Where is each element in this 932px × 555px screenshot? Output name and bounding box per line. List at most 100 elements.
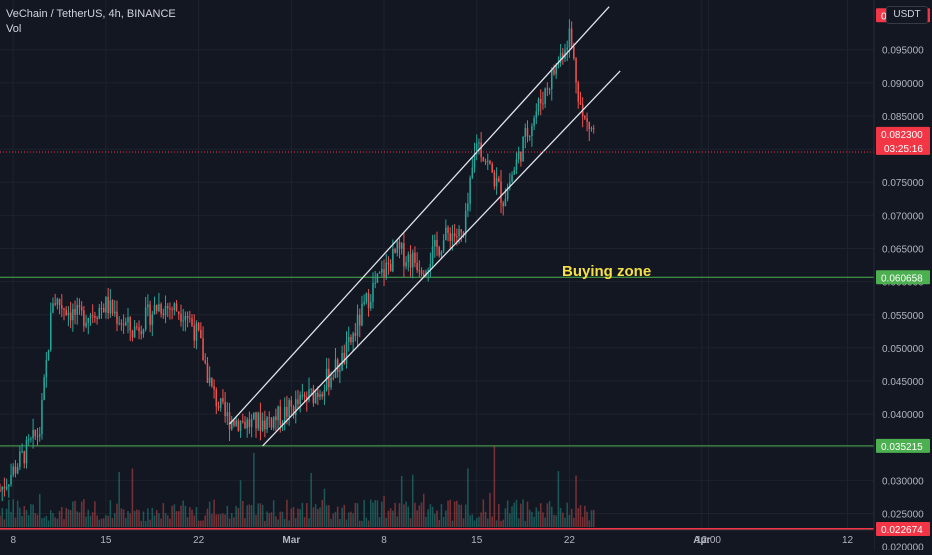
volume-bar (283, 518, 286, 527)
candle (456, 236, 458, 238)
volume-bar (458, 504, 460, 527)
trend-channel[interactable] (229, 6, 621, 447)
candle (493, 172, 496, 187)
volume-bar (186, 517, 189, 527)
volume-bar (312, 507, 315, 527)
candle (383, 269, 385, 278)
volume-bar (420, 502, 423, 527)
candle (394, 249, 396, 253)
time-tick-label: 22 (564, 535, 576, 546)
channel-upper-line[interactable] (229, 6, 610, 425)
price-axis[interactable]: 0.0950000.0900000.0850000.0800000.075000… (873, 0, 932, 554)
volume-bar (255, 514, 257, 527)
volume-bar (21, 516, 23, 527)
candle (208, 377, 211, 383)
volume-bar (434, 513, 436, 527)
volume-bar (173, 504, 176, 527)
volume-bar (405, 501, 407, 527)
candle (171, 309, 173, 311)
volume-bar (261, 504, 264, 527)
candle (118, 323, 120, 325)
volume-bar (0, 515, 1, 527)
candle (592, 128, 595, 130)
currency-button[interactable]: USDT (886, 6, 928, 24)
candle (239, 421, 242, 431)
candle (566, 47, 568, 50)
candle (367, 293, 370, 309)
volume-bar (539, 503, 542, 527)
candle (555, 64, 557, 75)
volume-bar (74, 500, 76, 527)
symbol-title[interactable]: VeChain / TetherUS, 4h, BINANCE (6, 8, 176, 20)
volume-bar (257, 503, 259, 527)
volume-bar (49, 510, 52, 527)
channel-lower-line[interactable] (262, 70, 621, 447)
candle (590, 128, 593, 130)
candle (222, 398, 224, 402)
candle (480, 142, 482, 158)
candle (568, 28, 571, 48)
candle (528, 135, 531, 137)
volume-bar (129, 513, 131, 527)
volume-bar (47, 520, 50, 527)
candle (8, 484, 10, 487)
volume-bar (449, 499, 452, 527)
candle (573, 46, 575, 59)
volume-bar (246, 505, 248, 527)
volume-bar (268, 513, 271, 527)
volume-bar (431, 506, 434, 527)
volume-bar (343, 504, 346, 527)
volume-bar (513, 502, 516, 527)
candle (577, 82, 580, 102)
candle (166, 306, 169, 308)
time-tick-label: 12:00 (696, 535, 721, 546)
volume-bar (290, 508, 293, 527)
volume-bar (425, 516, 427, 527)
candle (586, 118, 588, 122)
volume-bar (56, 518, 59, 527)
volume-bar (570, 508, 573, 527)
volume-bar (226, 505, 229, 527)
candle (270, 418, 273, 428)
candle (559, 53, 562, 64)
volume-bar (365, 517, 368, 527)
volume-bar (217, 514, 220, 527)
volume-bar (266, 511, 268, 527)
candle (361, 303, 363, 326)
volume-bar (535, 507, 538, 527)
volume-bar (489, 493, 491, 527)
horizontal-lines[interactable] (0, 276, 874, 530)
candle (506, 186, 509, 200)
volume-bar (204, 515, 207, 527)
volume-bar (109, 500, 112, 527)
volume-bar (248, 504, 251, 527)
volume-bar (586, 511, 588, 527)
candle (3, 486, 6, 489)
volume-bar (573, 517, 575, 527)
volume-bar (350, 511, 352, 527)
candle (275, 416, 277, 421)
candle (564, 49, 566, 59)
volume-indicator-label[interactable]: Vol (6, 23, 22, 35)
candle (403, 243, 405, 267)
volume-bar (178, 511, 180, 527)
candle (14, 466, 17, 474)
volume-bar (414, 502, 416, 527)
candle (41, 399, 43, 434)
candle (76, 305, 79, 315)
volume-bar (25, 510, 28, 527)
volume-bar (531, 511, 533, 527)
volume-bar (144, 520, 147, 527)
volume-bar (3, 519, 6, 527)
candle (489, 160, 491, 164)
volume-bar (34, 513, 37, 527)
candle (345, 341, 348, 364)
volume-bar (202, 520, 204, 527)
volume-bar (453, 501, 456, 527)
volume-bar (230, 513, 233, 527)
candle (381, 269, 383, 273)
candle (136, 326, 138, 328)
